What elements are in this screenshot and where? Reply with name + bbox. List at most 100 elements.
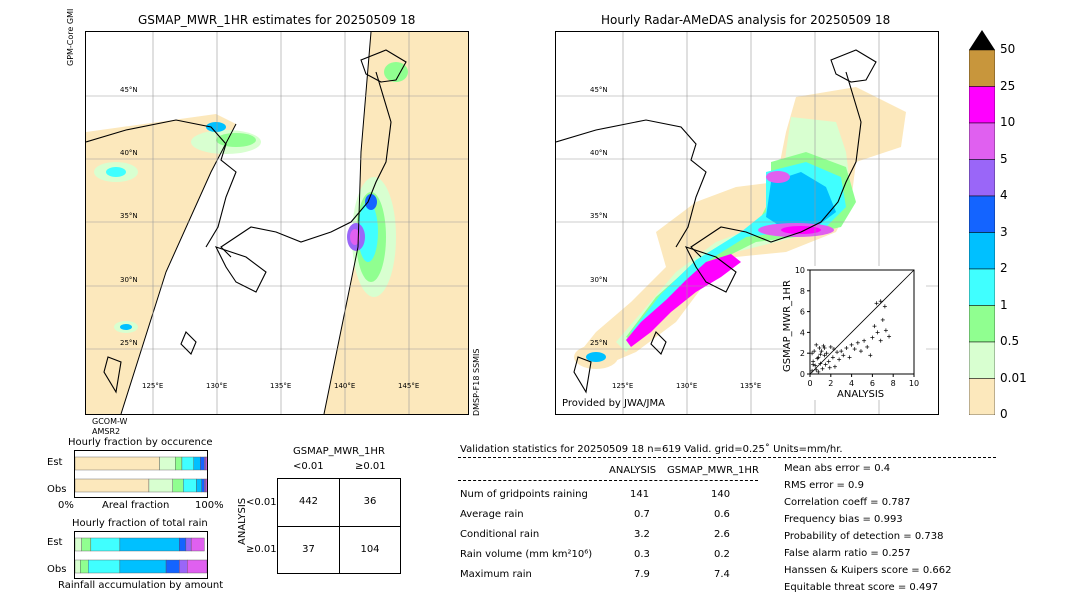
stat-gsmap: 0.6 <box>714 509 730 520</box>
colorbar-segment <box>968 122 996 160</box>
lat-label: 45°N <box>120 86 138 94</box>
y-tick-label: 8 <box>800 287 805 296</box>
lat-label: 25°N <box>120 339 138 347</box>
colorbar-label: 0.01 <box>1000 370 1027 385</box>
stacked-segment <box>74 478 150 493</box>
total-rain-chart <box>74 531 208 579</box>
scatter-point <box>814 342 819 347</box>
stacked-segment <box>74 559 81 574</box>
stat-label: Num of gridpoints raining <box>460 489 588 500</box>
contingency-col-1: ≥0.01 <box>355 461 386 472</box>
colorbar <box>968 30 996 416</box>
scatter-point <box>818 352 823 357</box>
stacked-segment <box>148 478 173 493</box>
scatter-point <box>818 361 823 366</box>
scatter-point <box>872 324 877 329</box>
scatter-point <box>826 359 831 364</box>
colorbar-segment <box>968 378 996 416</box>
rain-blob <box>350 229 360 245</box>
sensor-label-right: DMSP-F18 SSMIS <box>472 348 481 417</box>
stat-label: Average rain <box>460 509 524 520</box>
validation-col-analysis: ANALYSIS <box>609 465 657 476</box>
lon-label: 135°E <box>270 382 292 390</box>
validation-col-gsmap: GSMAP_MWR_1HR <box>667 465 759 476</box>
scatter-point <box>841 353 846 358</box>
occurrence-x-max: 100% <box>195 500 224 511</box>
stacked-segment <box>175 456 183 471</box>
scatter-point <box>883 328 888 333</box>
stat-analysis: 7.9 <box>634 569 650 580</box>
scatter-point <box>880 317 885 322</box>
stat-analysis: 3.2 <box>634 529 650 540</box>
colorbar-segment <box>968 305 996 343</box>
score-line: Frequency bias = 0.993 <box>784 514 903 525</box>
score-line: Mean abs error = 0.4 <box>784 463 891 474</box>
cell-hits: 104 <box>360 544 380 555</box>
occurrence-xlabel: Areal fraction <box>102 500 170 511</box>
stacked-segment <box>190 537 205 552</box>
rain-area <box>766 172 836 230</box>
lon-label: 145°E <box>398 382 420 390</box>
scatter-point <box>852 347 857 352</box>
scatter-point <box>874 301 879 306</box>
scatter-point <box>847 355 852 360</box>
colorbar-segment <box>968 268 996 306</box>
colorbar-segment <box>968 341 996 379</box>
scatter-point <box>812 349 817 354</box>
header-divider <box>458 457 996 458</box>
stacked-segment <box>119 559 167 574</box>
rain-area <box>766 171 790 183</box>
colorbar-label: 2 <box>1000 261 1008 275</box>
total-rain-est-label: Est <box>47 537 63 548</box>
stacked-segment <box>80 559 89 574</box>
rain-blob <box>206 122 226 132</box>
cell-hits-neg: 442 <box>298 496 319 507</box>
scatter-point <box>822 353 827 358</box>
x-tick-label: 0 <box>807 379 812 388</box>
lon-label: 125°E <box>142 382 164 390</box>
occurrence-est-label: Est <box>47 457 63 468</box>
stacked-segment <box>159 456 176 471</box>
scatter-point <box>822 346 827 350</box>
x-tick-label: 10 <box>909 379 919 388</box>
colorbar-label: 4 <box>1000 188 1008 202</box>
scatter-point <box>858 349 863 354</box>
lon-label: 125°E <box>612 382 634 390</box>
score-line: Hanssen & Kuipers score = 0.662 <box>784 565 952 576</box>
swath-area-north <box>386 32 416 52</box>
cell-miss: 37 <box>302 544 315 555</box>
swath-area-west <box>86 114 236 414</box>
data-credit: Provided by JWA/JMA <box>562 398 665 409</box>
scatter-xlabel: ANALYSIS <box>837 389 885 400</box>
occurrence-chart <box>74 450 208 498</box>
y-tick-label: 2 <box>800 349 805 358</box>
scatter-point <box>817 346 822 350</box>
scatter-plot: 0 2 4 6 8 10 0 2 4 6 8 10 <box>795 266 919 388</box>
validation-header: Validation statistics for 20250509 18 n=… <box>460 444 843 455</box>
table-divider <box>458 480 758 481</box>
right-map: 45°N 40°N 35°N 30°N 25°N 125°E 130°E 135… <box>555 31 939 415</box>
scatter-point <box>816 355 821 360</box>
colorbar-segment <box>968 159 996 197</box>
y-tick-label: 0 <box>800 370 805 379</box>
reference-line <box>809 269 915 375</box>
scatter-point <box>837 357 842 362</box>
scatter-point <box>814 367 819 372</box>
colorbar-label: 1 <box>1000 297 1008 312</box>
stacked-segment <box>196 478 202 493</box>
occurrence-obs-label: Obs <box>47 484 67 495</box>
lon-label: 130°E <box>206 382 228 390</box>
total-rain-title: Hourly fraction of total rain <box>72 518 208 529</box>
rain-area <box>781 226 821 234</box>
lon-label: 130°E <box>676 382 698 390</box>
stat-analysis: 0.7 <box>634 509 650 520</box>
contingency-row-1: ≥0.01 <box>246 544 277 555</box>
stacked-segment <box>74 537 82 552</box>
stacked-segment <box>181 456 194 471</box>
contingency-row-0: <0.01 <box>246 497 277 508</box>
scatter-point <box>855 340 860 345</box>
left-map: 45°N 40°N 35°N 30°N 25°N 125°E 130°E 135… <box>85 31 469 415</box>
x-tick-label: 6 <box>870 379 875 388</box>
lat-label: 45°N <box>590 86 608 94</box>
score-line: Correlation coeff = 0.787 <box>784 497 911 508</box>
